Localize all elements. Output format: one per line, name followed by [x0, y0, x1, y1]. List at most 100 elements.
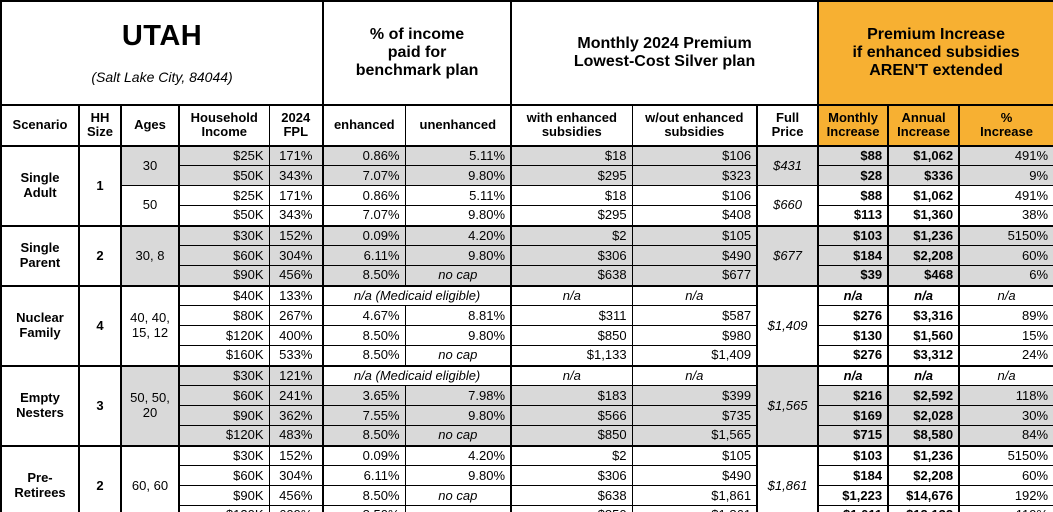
cell-pct-increase: 60%	[958, 245, 1053, 267]
cell-fpl: 456%	[268, 265, 324, 287]
cell-without-subsidies-premium: $1,565	[631, 425, 758, 447]
cell-scenario: Empty Nesters	[0, 364, 80, 447]
cell-fpl: 171%	[268, 185, 324, 207]
cell-without-subsidies-premium: $677	[631, 265, 758, 287]
cell-fpl: 152%	[268, 444, 324, 467]
cell-unenhanced-pct: no cap	[404, 265, 512, 287]
cell-medicaid-note: n/a (Medicaid eligible)	[322, 284, 512, 307]
cell-fpl: 241%	[268, 385, 324, 407]
cell-pct-increase: 6%	[958, 265, 1053, 287]
cell-ages: 50, 50, 20	[120, 364, 180, 447]
cell-household-income: $90K	[178, 405, 270, 427]
group-header-income-pct: % of income paid for benchmark plan	[322, 0, 512, 106]
cell-annual-increase: $2,028	[887, 405, 960, 427]
table-row: $50K 343% 7.07% 9.80% $295 $323 $28 $336 9%	[1, 165, 1053, 187]
cell-enhanced-pct: 6.11%	[322, 245, 406, 267]
col-header-hh-size: HH Size	[78, 104, 122, 147]
cell-household-income: $60K	[178, 385, 270, 407]
cell-annual-increase: $1,062	[887, 144, 960, 167]
cell-unenhanced-pct: 7.98%	[404, 385, 512, 407]
table-row: Single Adult 1 30 $25K 171% 0.86% 5.11% $18 $106…	[0, 144, 1053, 227]
cell-enhanced-pct: 8.50%	[322, 345, 406, 367]
cell-scenario: Nuclear Family	[0, 284, 80, 367]
cell-pct-increase: 30%	[958, 405, 1053, 427]
cell-monthly-increase: $169	[817, 405, 889, 427]
cell-household-income: $120K	[178, 425, 270, 447]
cell-medicaid-note: n/a (Medicaid eligible)	[322, 364, 512, 387]
cell-monthly-increase: $216	[817, 385, 889, 407]
cell-with-subsidies-premium: $306	[510, 465, 633, 487]
cell-unenhanced-pct: 5.11%	[404, 185, 512, 207]
cell-household-income: $60K	[178, 465, 270, 487]
cell-unenhanced-pct: 5.11%	[404, 144, 512, 167]
state-title: UTAH	[121, 19, 203, 52]
cell-monthly-increase: $715	[817, 425, 889, 447]
cell-household-income: $120K	[178, 505, 270, 512]
cell-pct-increase: 9%	[958, 165, 1053, 187]
cell-enhanced-pct: 0.09%	[322, 224, 406, 247]
cell-without-subsidies-premium: $105	[631, 224, 758, 247]
cell-full-price: $1,565	[756, 364, 819, 447]
cell-with-subsidies-premium: $850	[510, 325, 633, 347]
table-row: $60K 241% 3.65% 7.98% $183 $399 $216 $2,592 118%	[1, 385, 1053, 407]
cell-annual-increase: $14,676	[887, 485, 960, 507]
cell-household-income: $25K	[178, 144, 270, 167]
cell-unenhanced-pct: 9.80%	[404, 465, 512, 487]
cell-pct-increase: 89%	[958, 305, 1053, 327]
cell-unenhanced-pct: 9.80%	[404, 325, 512, 347]
cell-scenario: Pre- Retirees	[0, 444, 80, 512]
cell-with-subsidies-premium: n/a	[510, 284, 633, 307]
cell-unenhanced-pct: no cap	[404, 345, 512, 367]
cell-enhanced-pct: 8.50%	[322, 325, 406, 347]
cell-fpl: 121%	[268, 364, 324, 387]
cell-monthly-increase: $103	[817, 224, 889, 247]
cell-ages: 30, 8	[120, 224, 180, 287]
cell-monthly-increase: $130	[817, 325, 889, 347]
cell-monthly-increase: n/a	[817, 364, 889, 387]
cell-annual-increase: $468	[887, 265, 960, 287]
cell-with-subsidies-premium: $638	[510, 485, 633, 507]
col-header-fpl: 2024 FPL	[268, 104, 324, 147]
state-header: UTAH (Salt Lake City, 84044)	[0, 0, 324, 106]
table-row: $60K 304% 6.11% 9.80% $306 $490 $184 $2,208 60%	[1, 245, 1053, 267]
cell-with-subsidies-premium: $306	[510, 245, 633, 267]
cell-without-subsidies-premium: n/a	[631, 284, 758, 307]
cell-household-income: $30K	[178, 444, 270, 467]
cell-enhanced-pct: 4.67%	[322, 305, 406, 327]
cell-unenhanced-pct: 4.20%	[404, 444, 512, 467]
cell-pct-increase: n/a	[958, 284, 1053, 307]
cell-household-income: $30K	[178, 224, 270, 247]
cell-with-subsidies-premium: $850	[510, 505, 633, 512]
cell-unenhanced-pct: 9.80%	[404, 245, 512, 267]
cell-fpl: 304%	[268, 245, 324, 267]
cell-unenhanced-pct: 4.20%	[404, 224, 512, 247]
cell-annual-increase: $1,360	[887, 205, 960, 227]
cell-fpl: 456%	[268, 485, 324, 507]
table-row: Nuclear Family 4 40, 40, 15, 12 $40K 133% n/a…	[0, 284, 1053, 367]
col-header-pct-increase: % Increase	[958, 104, 1053, 147]
cell-with-subsidies-premium: $2	[510, 444, 633, 467]
cell-household-income: $30K	[178, 364, 270, 387]
cell-unenhanced-pct: 9.80%	[404, 205, 512, 227]
cell-with-subsidies-premium: $295	[510, 165, 633, 187]
cell-scenario: Single Adult	[0, 144, 80, 227]
cell-pct-increase: 491%	[958, 185, 1053, 207]
cell-fpl: 304%	[268, 465, 324, 487]
cell-without-subsidies-premium: $980	[631, 325, 758, 347]
cell-with-subsidies-premium: $2	[510, 224, 633, 247]
cell-unenhanced-pct: no cap	[404, 485, 512, 507]
col-header-ages: Ages	[120, 104, 180, 147]
cell-enhanced-pct: 7.07%	[322, 165, 406, 187]
cell-household-income: $90K	[178, 485, 270, 507]
cell-enhanced-pct: 8.50%	[322, 485, 406, 507]
cell-enhanced-pct: 0.86%	[322, 144, 406, 167]
cell-pct-increase: 15%	[958, 325, 1053, 347]
cell-annual-increase: $3,316	[887, 305, 960, 327]
column-header-row: Scenario HH Size Ages Household Income 2…	[0, 104, 1053, 147]
cell-annual-increase: $8,580	[887, 425, 960, 447]
cell-without-subsidies-premium: $323	[631, 165, 758, 187]
cell-unenhanced-pct: 8.81%	[404, 305, 512, 327]
cell-enhanced-pct: 8.50%	[322, 425, 406, 447]
cell-with-subsidies-premium: $311	[510, 305, 633, 327]
